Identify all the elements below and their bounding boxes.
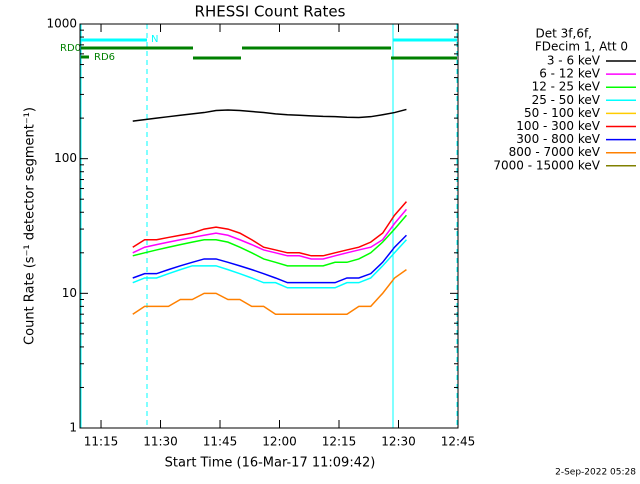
series-line: [132, 234, 407, 284]
chart-title: RHESSI Count Rates: [195, 3, 346, 21]
legend-label: 50 - 100 keV: [524, 106, 601, 120]
x-tick-label: 12:30: [381, 435, 416, 449]
plot-frame: [79, 23, 459, 429]
legend-label: 12 - 25 keV: [532, 80, 601, 94]
y-axis-label: Count Rate (s⁻¹ detector segment⁻¹): [23, 107, 38, 345]
y-tick-label: 1000: [46, 17, 77, 31]
legend-label: 7000 - 15000 keV: [493, 158, 600, 172]
legend-header: FDecim 1, Att 0: [535, 40, 628, 54]
x-tick-label: 12:00: [262, 435, 297, 449]
timestamp: 2-Sep-2022 05:28: [555, 468, 636, 478]
x-tick-label: 11:45: [203, 435, 238, 449]
x-tick-label: 11:15: [84, 435, 119, 449]
flag-label: RD0: [60, 43, 81, 54]
legend-label: 3 - 6 keV: [547, 54, 601, 68]
x-tick-label: 12:45: [441, 435, 476, 449]
legend-label: 300 - 800 keV: [516, 132, 600, 146]
series-line: [132, 208, 408, 260]
y-tick-label: 100: [54, 151, 77, 165]
series-line: [132, 239, 407, 289]
x-tick-label: 11:30: [143, 435, 178, 449]
y-tick-label: 10: [62, 286, 77, 300]
series-line: [132, 108, 407, 122]
x-tick-label: 12:15: [322, 435, 357, 449]
legend-label: 6 - 12 keV: [539, 67, 601, 81]
series-line: [132, 201, 408, 257]
x-axis-label: Start Time (16-Mar-17 11:09:42): [165, 456, 376, 471]
y-tick-label: 1: [69, 421, 77, 435]
flag-label: RD6: [94, 52, 115, 63]
series-line: [132, 269, 407, 315]
legend-label: 100 - 300 keV: [516, 119, 600, 133]
legend-label: 800 - 7000 keV: [509, 145, 601, 159]
legend-label: 25 - 50 keV: [532, 93, 601, 107]
series-line: [132, 214, 408, 267]
flag-label: N: [151, 34, 158, 45]
legend-header: Det 3f,6f,: [536, 27, 593, 41]
